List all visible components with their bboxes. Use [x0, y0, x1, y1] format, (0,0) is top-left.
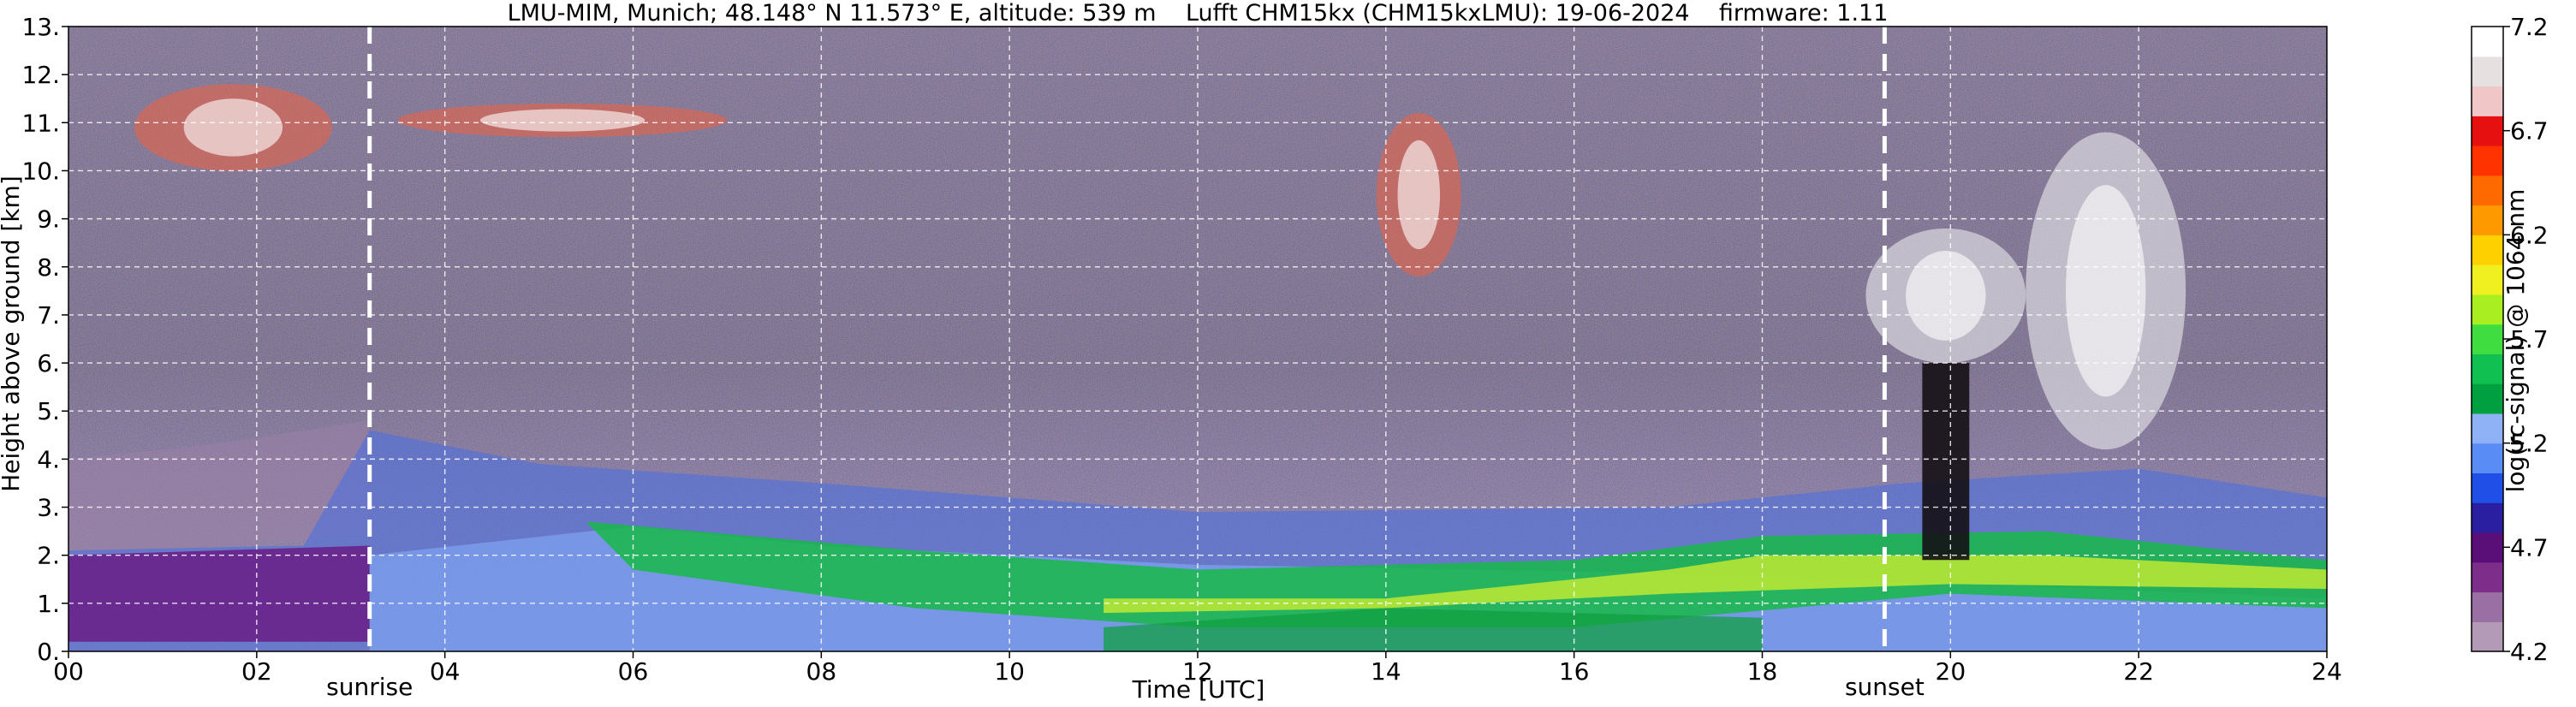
colorbar-swatch: [2472, 383, 2503, 414]
cirrus-core: [479, 109, 645, 132]
sunrise-label: sunrise: [326, 673, 413, 701]
cloud-core: [1906, 251, 1986, 341]
mixed-layer-yellow: [1104, 555, 2327, 614]
colorbar-swatch: [2472, 56, 2503, 87]
plot-area: [68, 27, 2327, 651]
colorbar-tick-label: 6.2: [2510, 221, 2549, 249]
cirrus-core: [183, 98, 283, 157]
x-tick-label: 20: [1936, 657, 1966, 686]
x-axis-label: Time [UTC]: [1132, 675, 1265, 704]
colorbar-swatch: [2472, 354, 2503, 384]
y-tick-label: 9.: [37, 205, 60, 234]
y-tick-label: 5.: [37, 397, 60, 425]
grid: [68, 27, 2327, 651]
y-tick-label: 6.: [37, 349, 60, 377]
mixed-layer-green: [586, 521, 2327, 627]
colorbar-swatch: [2472, 561, 2503, 593]
x-tick-label: 12: [1182, 657, 1213, 686]
colorbar-swatch: [2472, 413, 2503, 444]
y-axis-label: Height above ground [km]: [0, 175, 25, 492]
x-tick-label: 18: [1747, 657, 1778, 686]
colorbar-tick-label: 4.7: [2510, 533, 2549, 561]
x-tick-label: 10: [994, 657, 1025, 686]
y-tick-label: 4.: [37, 445, 60, 473]
sunset-label: sunset: [1845, 673, 1925, 701]
colorbar-swatch: [2472, 443, 2503, 474]
colorbar-swatch: [2472, 27, 2503, 57]
colorbar-swatch: [2472, 175, 2503, 206]
dark-column: [1922, 363, 1970, 561]
y-tick-label: 3.: [37, 494, 60, 522]
colorbar-tick-label: 5.7: [2510, 325, 2549, 354]
colorbar-tick-label: 6.7: [2510, 117, 2549, 146]
x-tick-label: 04: [430, 657, 461, 686]
residual-layer: [68, 420, 370, 556]
annotations: sunrise sunset: [326, 673, 1925, 701]
y-tick-label: 10.: [21, 157, 60, 185]
colorbar-swatch: [2472, 235, 2503, 265]
x-tick-label: 16: [1559, 657, 1590, 686]
y-tick-label: 8.: [37, 253, 60, 282]
y-axis: 0. 1. 2. 3. 4. 5. 6. 7. 8. 9. 10. 11. 12. 13.: [21, 13, 68, 666]
sun-markers: [367, 27, 1887, 651]
x-tick-label: 00: [53, 657, 84, 686]
y-tick-label: 7.: [37, 301, 60, 330]
y-tick-label: 13.: [21, 13, 60, 41]
aerosol-layer-purple: [68, 545, 370, 642]
x-tick-label: 02: [241, 657, 272, 686]
y-tick-label: 2.: [37, 542, 60, 570]
colorbar-swatch: [2472, 146, 2503, 176]
colorbar-tick-label: 5.2: [2510, 430, 2549, 458]
cirrus-core: [1397, 140, 1441, 250]
x-tick-label: 14: [1371, 657, 1401, 686]
colorbar-swatch: [2472, 294, 2503, 325]
colorbar-swatch: [2472, 324, 2503, 354]
colorbar: 4.2 4.7 5.2 5.7 6.2 6.7 7.2: [2471, 13, 2549, 666]
x-tick-label: 08: [806, 657, 837, 686]
y-tick-label: 12.: [21, 61, 60, 89]
x-tick-label: 24: [2311, 657, 2342, 686]
colorbar-swatch: [2472, 264, 2503, 295]
colorbar-swatch: [2472, 205, 2503, 235]
colorbar-swatch: [2472, 502, 2503, 533]
colorbar-tick-label: 7.2: [2510, 13, 2549, 41]
x-axis: 00 02 04 06 08 10 12 14 16 18 20 22 24: [53, 651, 2342, 686]
chart-title: LMU-MIM, Munich; 48.148° N 11.573° E, al…: [508, 0, 1889, 27]
colorbar-swatch: [2472, 532, 2503, 563]
surface-layer-green: [1104, 608, 1763, 651]
colorbar-label: log(rc-signal) @ 1064 nm: [2502, 189, 2530, 493]
colorbar-swatch: [2472, 472, 2503, 503]
colorbar-swatch: [2472, 591, 2503, 622]
y-tick-label: 0.: [37, 638, 60, 666]
colorbar-swatch: [2472, 86, 2503, 116]
x-tick-label: 06: [618, 657, 649, 686]
x-tick-label: 22: [2123, 657, 2154, 686]
colorbar-tick-label: 4.2: [2510, 638, 2549, 666]
colorbar-swatch: [2472, 621, 2503, 652]
y-tick-label: 11.: [21, 109, 60, 137]
cloud-core: [2065, 185, 2146, 397]
y-tick-label: 1.: [37, 590, 60, 618]
colorbar-swatch: [2472, 116, 2503, 146]
